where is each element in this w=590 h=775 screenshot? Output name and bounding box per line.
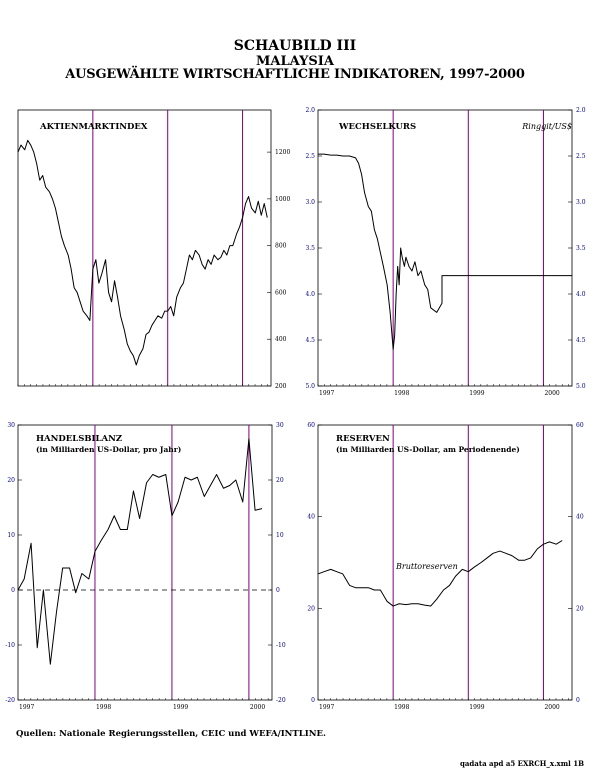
sources-note: Quellen: Nationale Regierungsstellen, CE…: [16, 729, 326, 739]
chart2-left-tick-label: 5.0: [305, 383, 315, 390]
chart2-plot-frame: [317, 109, 573, 387]
chart4-plot-frame: [317, 424, 573, 701]
chart-heading-line2: MALAYSIA: [256, 54, 334, 69]
chart3-left-tick-label: 30: [7, 422, 15, 429]
chart2-x-tick-label: 1997: [319, 390, 334, 397]
chart2-right-tick-label: 3.0: [576, 199, 586, 206]
chart3-x-tick-label: 1997: [19, 704, 34, 711]
chart1-right-tick-label: 200: [275, 383, 287, 390]
chart4-x-tick-label: 2000: [544, 704, 559, 711]
chart3-series-line-1: [17, 438, 263, 665]
chart4-x-tick-label: 1998: [394, 704, 409, 711]
chart4-x-tick-label: 1999: [469, 704, 484, 711]
chart3-left-tick-label: 20: [7, 477, 15, 484]
chart2-left-tick-label: 3.0: [305, 199, 315, 206]
chart4-subtitle: (in Milliarden US-Dollar, am Periodenend…: [336, 445, 520, 454]
chart2-right-tick-label: 2.0: [576, 107, 586, 114]
chart-heading-line3: AUSGEWÄHLTE WIRTSCHAFTLICHE INDIKATOREN,…: [65, 67, 525, 82]
chart3-right-tick-label: 10: [276, 532, 284, 539]
chart4-left-tick-label: 60: [307, 422, 315, 429]
chart2-right-tick-label: 2.5: [576, 153, 586, 160]
chart4-right-tick-label: 60: [576, 422, 584, 429]
chart4-right-tick-label: 20: [576, 605, 584, 612]
chart1-right-tick-label: 400: [275, 336, 287, 343]
chart2-left-tick-label: 2.5: [305, 153, 315, 160]
chart3-right-tick-label: 30: [276, 422, 284, 429]
chart1-right-tick-label: 800: [275, 243, 287, 250]
chart3-subtitle: (in Milliarden US-Dollar, pro Jahr): [36, 445, 181, 454]
chart1-right-tick-label: 600: [275, 289, 287, 296]
chart2-left-tick-label: 3.5: [305, 245, 315, 252]
chart1-series-line-1: [17, 139, 268, 366]
chart3-left-tick-label: -10: [5, 642, 15, 649]
chart2-right-tick-label: 5.0: [576, 383, 586, 390]
chart3-left-tick-label: -20: [5, 697, 15, 704]
chart4-left-tick-label: 40: [307, 514, 315, 521]
chart2-right-tick-label: 4.5: [576, 337, 586, 344]
chart-heading-line1: SCHAUBILD III: [233, 38, 357, 54]
chart4-right-tick-label: 0: [576, 697, 580, 704]
chart1-title: AKTIENMARKTINDEX: [39, 122, 148, 132]
chart3-left-tick-label: 10: [7, 532, 15, 539]
chart3-right-tick-label: -10: [276, 642, 286, 649]
chart2-x-tick-label: 1999: [469, 390, 484, 397]
chart4-left-tick-label: 0: [311, 697, 315, 704]
chart4-annotation: Bruttoreserven: [395, 562, 458, 571]
chart2-unit-label: Ringgit/US$: [521, 122, 572, 131]
chart2-left-tick-label: 4.0: [305, 291, 315, 298]
chart4-x-tick-label: 1997: [319, 704, 334, 711]
chart3-x-tick-label: 1999: [173, 704, 188, 711]
chart2-right-tick-label: 4.0: [576, 291, 586, 298]
chart2-x-tick-label: 2000: [544, 390, 559, 397]
chart2-left-tick-label: 4.5: [305, 337, 315, 344]
chart2-x-tick-label: 1998: [394, 390, 409, 397]
chart4-right-tick-label: 40: [576, 514, 584, 521]
file-code: qadata apd a5 EXRCH_x.xml 1B: [459, 759, 584, 768]
chart4-left-tick-label: 20: [307, 605, 315, 612]
chart3-x-tick-label: 1998: [96, 704, 111, 711]
chart3-x-tick-label: 2000: [250, 704, 265, 711]
chart2-right-tick-label: 3.5: [576, 245, 586, 252]
chart4-series-line-1: [317, 540, 563, 607]
chart1-plot-frame: [17, 109, 272, 387]
chart3-plot-frame: [17, 424, 273, 701]
chart3-right-tick-label: -20: [276, 697, 286, 704]
chart2-left-tick-label: 2.0: [305, 107, 315, 114]
chart3-right-tick-label: 0: [276, 587, 280, 594]
chart1-right-tick-label: 1200: [275, 149, 290, 156]
chart4-title: RESERVEN: [336, 434, 390, 444]
chart3-left-tick-label: 0: [11, 587, 15, 594]
chart1-right-tick-label: 1000: [275, 196, 290, 203]
chart2-title: WECHSELKURS: [338, 122, 416, 132]
chart2-series-line-1: [318, 153, 572, 350]
chart3-right-tick-label: 20: [276, 477, 284, 484]
chart3-title: HANDELSBILANZ: [36, 434, 122, 444]
